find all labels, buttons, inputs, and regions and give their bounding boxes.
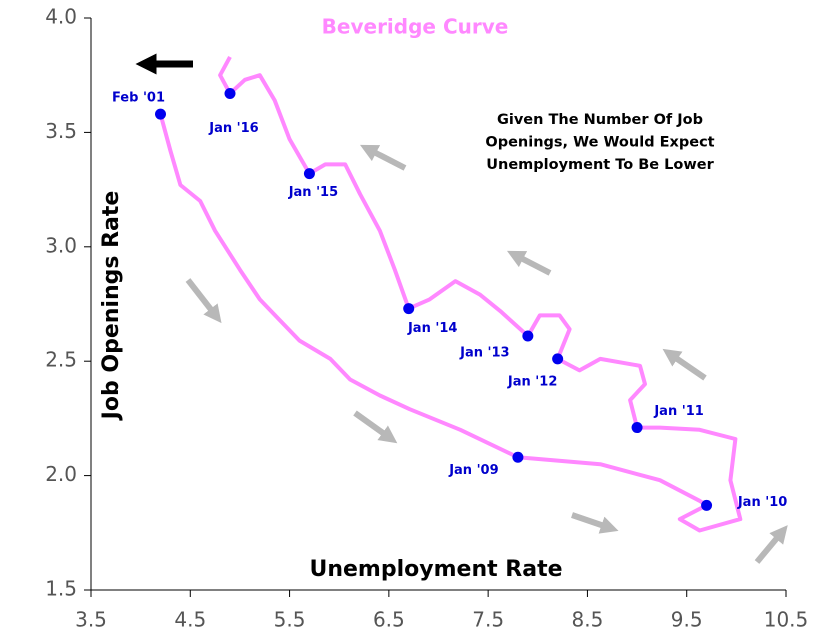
arrow: [506, 250, 552, 276]
point: [224, 88, 236, 100]
x-tick-label: 7.5: [472, 608, 504, 632]
arrow: [359, 144, 407, 171]
point-label: Jan '16: [208, 121, 258, 136]
y-tick-label: 2.0: [45, 462, 77, 486]
point: [552, 353, 564, 365]
y-tick-label: 4.0: [45, 5, 77, 29]
point: [701, 499, 713, 511]
point: [403, 303, 415, 315]
point: [522, 330, 534, 342]
point-label: Feb '01: [112, 91, 165, 106]
x-tick-label: 3.5: [75, 608, 107, 632]
arrow: [571, 512, 619, 534]
point: [631, 422, 643, 434]
arrow: [754, 525, 788, 564]
annotation: Given The Number Of Job: [497, 112, 703, 128]
point-label: Jan '12: [507, 374, 557, 389]
trend-arrows: [135, 53, 788, 564]
x-axis-title: Unemployment Rate: [309, 557, 562, 582]
y-tick-label: 2.5: [45, 348, 77, 372]
point: [303, 168, 315, 180]
x-tick-label: 9.5: [671, 608, 703, 632]
y-tick-label: 3.5: [45, 119, 77, 143]
arrow: [662, 348, 707, 381]
y-tick-label: 1.5: [45, 577, 77, 601]
point: [155, 108, 166, 120]
point-label: Jan '14: [407, 321, 457, 336]
point-label: Jan '13: [459, 346, 509, 361]
annotation: Openings, We Would Expect: [485, 135, 714, 151]
chart-title: Beveridge Curve: [322, 15, 509, 39]
arrow: [353, 410, 398, 444]
arrow: [185, 278, 222, 324]
x-tick-label: 10.5: [764, 608, 809, 632]
y-tick-label: 3.0: [45, 233, 77, 257]
x-tick-label: 5.5: [274, 608, 306, 632]
x-tick-label: 6.5: [373, 608, 405, 632]
annotation: Unemployment To Be Lower: [486, 157, 714, 173]
point-label: Jan '10: [737, 495, 787, 510]
x-tick-label: 8.5: [572, 608, 604, 632]
point-label: Jan '09: [448, 463, 498, 478]
point-label: Jan '11: [653, 404, 703, 419]
curve: [158, 55, 743, 533]
point: [512, 451, 524, 463]
x-tick-label: 4.5: [174, 608, 206, 632]
y-axis-title: Job Openings Rate: [99, 191, 124, 422]
point-label: Jan '15: [288, 185, 338, 200]
